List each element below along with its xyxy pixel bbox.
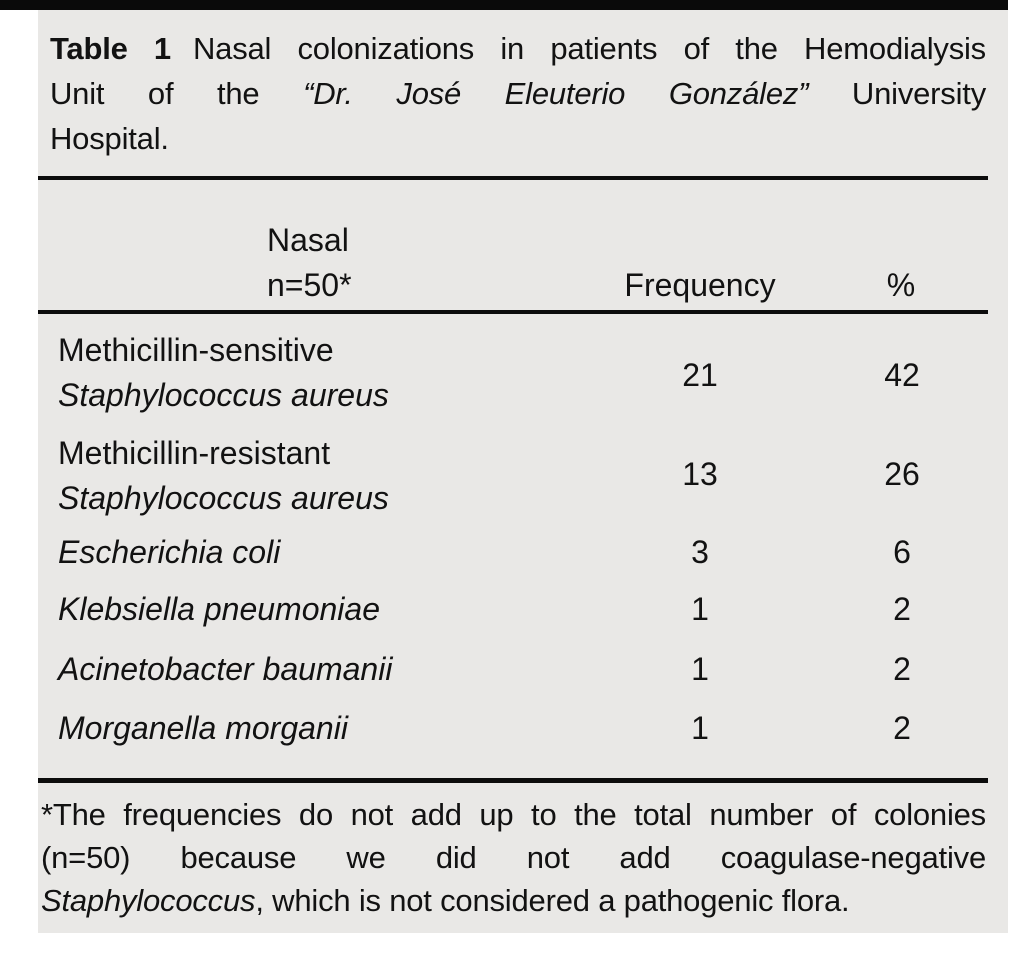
hospital-name-italic: “Dr. José Eleuterio González” <box>303 76 809 111</box>
percent-value: 2 <box>893 710 911 746</box>
organism-name-line2: Staphylococcus aureus <box>58 377 389 413</box>
frequency-value: 13 <box>682 456 718 492</box>
table-caption: Table 1 Nasal colonizations in patients o… <box>50 26 986 161</box>
header-frequency: Frequency <box>624 267 776 303</box>
frequency-value: 1 <box>691 591 709 627</box>
rule-under-header <box>38 310 988 314</box>
header-percent: % <box>886 267 916 303</box>
percent-value: 42 <box>884 357 920 393</box>
organism-name: Methicillin-resistant Staphylococcus aur… <box>58 431 389 521</box>
caption-line-1: Table 1 Nasal colonizations in patients o… <box>50 26 986 71</box>
organism-name: Escherichia coli <box>58 534 281 570</box>
organism-name-line2: Staphylococcus aureus <box>58 480 389 516</box>
percent-value: 26 <box>884 456 920 492</box>
percent-value: 2 <box>893 591 911 627</box>
table-number-label: Table 1 <box>50 31 171 66</box>
caption-line-2-pre: Unit of the <box>50 76 260 111</box>
header-nasal-line1: Nasal <box>267 222 349 258</box>
organism-name-line1: Methicillin-resistant <box>58 435 331 471</box>
frequency-value: 3 <box>691 534 709 570</box>
frequency-value: 21 <box>682 357 718 393</box>
caption-line-2: Unit of the “Dr. José Eleuterio González… <box>50 71 986 116</box>
footnote-line-2: (n=50) because we did not add coagulase-… <box>41 836 986 879</box>
table-panel: Table 1 Nasal colonizations in patients o… <box>38 10 1008 933</box>
organism-name: Acinetobacter baumanii <box>58 651 393 687</box>
caption-line-1-text: Nasal colonizations in patients of the H… <box>192 31 986 66</box>
table-row: Escherichia coli 3 6 <box>38 530 1008 580</box>
top-black-bar <box>0 0 1008 10</box>
table-row: Klebsiella pneumoniae 1 2 <box>38 587 1008 637</box>
organism-name: Klebsiella pneumoniae <box>58 591 380 627</box>
caption-line-2-post: University <box>851 76 987 111</box>
organism-name: Methicillin-sensitive Staphylococcus aur… <box>58 328 389 418</box>
organism-name: Morganella morganii <box>58 710 348 746</box>
frequency-value: 1 <box>691 651 709 687</box>
footnote: *The frequencies do not add up to the to… <box>41 793 986 922</box>
percent-value: 2 <box>893 651 911 687</box>
footnote-line-3-italic: Staphylococcus <box>41 883 256 918</box>
caption-line-3: Hospital. <box>50 116 986 161</box>
caption-line-3-text: Hospital. <box>50 121 169 156</box>
organism-name-line1: Methicillin-sensitive <box>58 332 334 368</box>
footnote-line-1: *The frequencies do not add up to the to… <box>41 793 986 836</box>
header-nasal: Nasal n=50* <box>267 218 352 308</box>
footnote-line-1-text: *The frequencies do not add up to the to… <box>41 797 986 832</box>
table-row: Methicillin-sensitive Staphylococcus aur… <box>38 328 1008 423</box>
table-row: Methicillin-resistant Staphylococcus aur… <box>38 431 1008 526</box>
table-row: Acinetobacter baumanii 1 2 <box>38 647 1008 697</box>
rule-under-caption <box>38 176 988 180</box>
frequency-value: 1 <box>691 710 709 746</box>
header-nasal-line2: n=50* <box>267 267 352 303</box>
footnote-line-3-rest: , which is not considered a pathogenic f… <box>255 883 850 918</box>
percent-value: 6 <box>893 534 911 570</box>
table-row: Morganella morganii 1 2 <box>38 706 1008 756</box>
footnote-line-3: Staphylococcus, which is not considered … <box>41 879 986 922</box>
footnote-line-2-text: (n=50) because we did not add coagulase-… <box>41 840 986 875</box>
rule-above-footnote <box>38 778 988 783</box>
